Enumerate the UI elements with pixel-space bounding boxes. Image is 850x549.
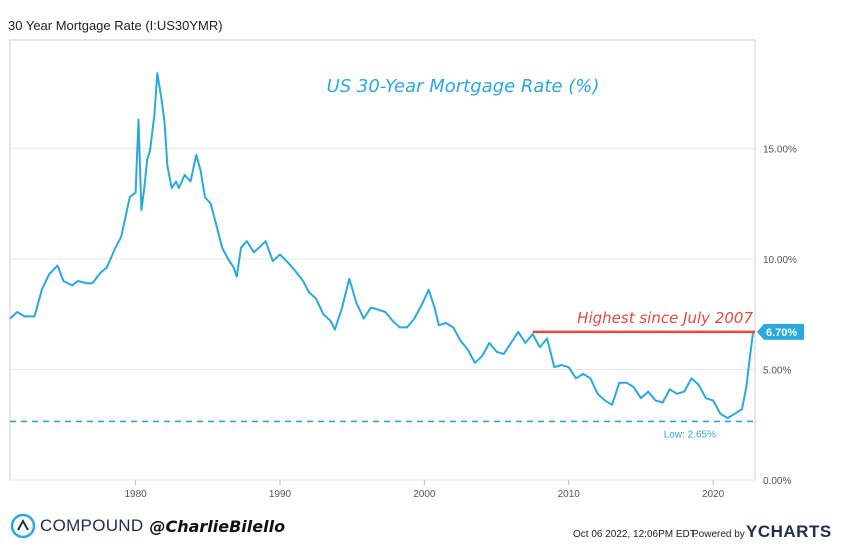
footer-brand: COMPOUND @CharlieBilello (10, 512, 285, 540)
author-handle: @CharlieBilello (149, 516, 286, 536)
y-tick-label: 10.00% (763, 255, 797, 266)
highlight-label: Highest since July 2007 (577, 309, 753, 327)
low-label: Low: 2.65% (664, 429, 716, 440)
y-tick-label: 0.00% (763, 476, 791, 487)
x-tick-label: 2020 (702, 489, 725, 500)
x-tick-label: 2010 (558, 489, 581, 500)
current-value-badge-shape (757, 323, 804, 340)
x-tick-label: 1990 (269, 489, 292, 500)
y-axis-labels: 0.00% 5.00% 10.00% 15.00% (763, 144, 797, 487)
grid-lines (10, 147, 755, 485)
plot-frame (9, 39, 756, 481)
powered-by-label: Powered by (692, 529, 745, 540)
footer-timestamp: Oct 06 2022, 12:06PM EDT. (573, 529, 698, 540)
x-tick-label: 2000 (413, 489, 436, 500)
series-line-mortgage-rate (9, 72, 755, 420)
x-axis-labels: 1980 1990 2000 2010 2020 (124, 489, 724, 500)
brand-name: COMPOUND (40, 516, 144, 535)
y-tick-label: 5.00% (763, 365, 791, 376)
chart-page-title: 30 Year Mortgage Rate (I:US30YMR) (8, 18, 223, 33)
compound-logo-icon (10, 513, 36, 539)
x-tick-label: 1980 (124, 489, 147, 500)
chart-title: US 30-Year Mortgage Rate (%) (327, 76, 600, 97)
y-tick-label: 15.00% (763, 144, 797, 155)
current-value-badge: 6.70% (757, 323, 804, 340)
current-value-label: 6.70% (766, 327, 797, 339)
ycharts-logo: YCHARTS (746, 522, 832, 541)
